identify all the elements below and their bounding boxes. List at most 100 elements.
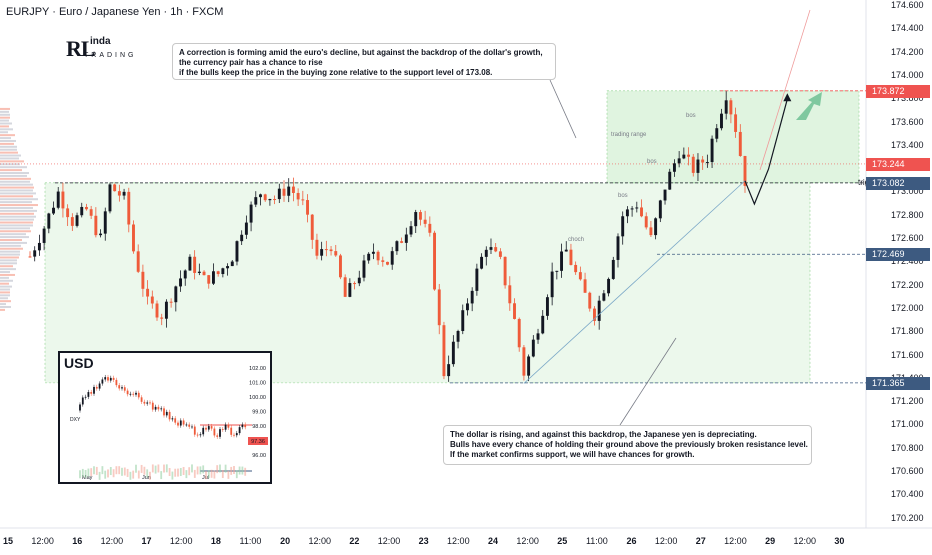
time-tick-label: 18 [210,536,221,546]
price-tick-label: 170.200 [891,512,924,523]
candle-body [94,215,98,236]
candle-body [433,232,436,290]
annotation-bottom-line: If the market confirms support, we will … [450,450,695,459]
volume-profile-bar [0,110,9,113]
inset-candle-body [126,390,129,395]
annotation-top-line: A correction is forming amid the euro's … [179,48,543,57]
volume-profile-bar [0,174,27,177]
volume-profile-bar [0,303,6,306]
annotation-bottom[interactable]: The dollar is rising, and against this b… [443,425,812,465]
inset-candle-body [185,424,188,426]
volume-profile-bar [0,236,29,239]
volume-profile-bar [0,215,36,218]
inset-volume-bar [244,467,247,476]
candle-body [470,290,474,304]
volume-profile-bar [0,142,14,145]
candle-body [226,266,230,269]
candle-body [244,222,248,235]
inset-candle-body [219,429,221,437]
candle-body [564,249,568,252]
inset-volume-bar [188,467,191,476]
inset-candle-body [87,392,90,397]
inset-volume-bar [216,465,219,474]
price-tick-label: 171.200 [891,396,924,407]
volume-profile-bar [0,308,5,311]
candle-body [324,249,328,251]
inset-ytick: 100.00 [249,395,266,401]
inset-volume-bar [163,464,165,473]
candle-body [696,159,700,173]
candle-body [211,271,215,284]
candle-body [400,241,404,243]
volume-profile-bar [0,180,30,183]
candle-body [259,194,262,198]
inset-volume-bar [135,464,137,473]
volume-profile-bar [0,177,31,180]
inset-volume-bar [95,466,98,475]
candle-body [386,261,389,265]
candle-body [240,234,244,242]
candle-body [108,184,112,212]
long-target-arrow [759,9,811,171]
volume-profile-bar [0,139,16,142]
candle-body [277,188,281,200]
candle-body [447,364,451,377]
inset-volume-bar [109,467,112,476]
candle-body [527,356,531,376]
volume-profile-bar [0,239,22,241]
inset-price-tag: 97.36 [251,439,265,445]
candle-body [701,159,705,163]
volume-profile-bar [0,151,18,154]
time-tick-label: 12:00 [100,536,124,546]
inset-volume-bar [129,471,132,480]
inset-candle-body [205,427,207,430]
inset-volume-bar [193,469,196,478]
inset-candle-body [188,424,191,427]
candle-body [197,271,201,273]
candle-body [52,207,55,214]
inset-volume-bar [160,471,163,480]
candle-body [536,333,540,340]
candle-body [418,212,422,220]
volume-profile-bar [0,113,10,116]
annotation-top[interactable]: A correction is forming amid the euro's … [172,43,556,80]
candle-body [428,223,432,233]
price-tick-label: 174.400 [891,23,924,34]
inset-title: USD [64,355,94,371]
volume-profile-bar [0,250,20,253]
candle-body [602,293,606,301]
candle-body [353,283,357,285]
inset-volume-bar [118,466,121,475]
volume-profile-bar [0,192,36,195]
candle-body [103,211,107,234]
inset-candle-body [84,396,87,398]
inset-volume-bar [230,466,233,475]
candle-body [75,215,79,226]
candle-body [357,277,361,284]
candle-body [315,239,319,256]
candle-body [715,128,719,139]
inset-candle-body [115,379,118,386]
candle-body [42,228,46,243]
candle-body [136,251,140,272]
inset-candle-body [81,397,84,405]
inset-candle-body [174,418,177,423]
price-tick-label: 171.600 [891,349,924,360]
inset-volume-bar [143,466,146,475]
price-tick-label: 172.800 [891,209,924,220]
candle-body [621,216,625,237]
volume-profile-bar [0,273,15,276]
candle-body [89,209,93,216]
inset-volume-bar [185,470,188,479]
trading-range-label: trading range [611,132,647,138]
inset-volume-bar [126,468,129,477]
candle-body [738,131,742,156]
volume-profile-bar [0,247,23,250]
inset-volume-bar [157,464,160,473]
inset-candle-body [109,377,112,381]
inset-candle-body [221,429,224,430]
volume-profile-bar [0,256,19,259]
volume-profile-bar [0,169,22,172]
candle-body [611,259,615,279]
